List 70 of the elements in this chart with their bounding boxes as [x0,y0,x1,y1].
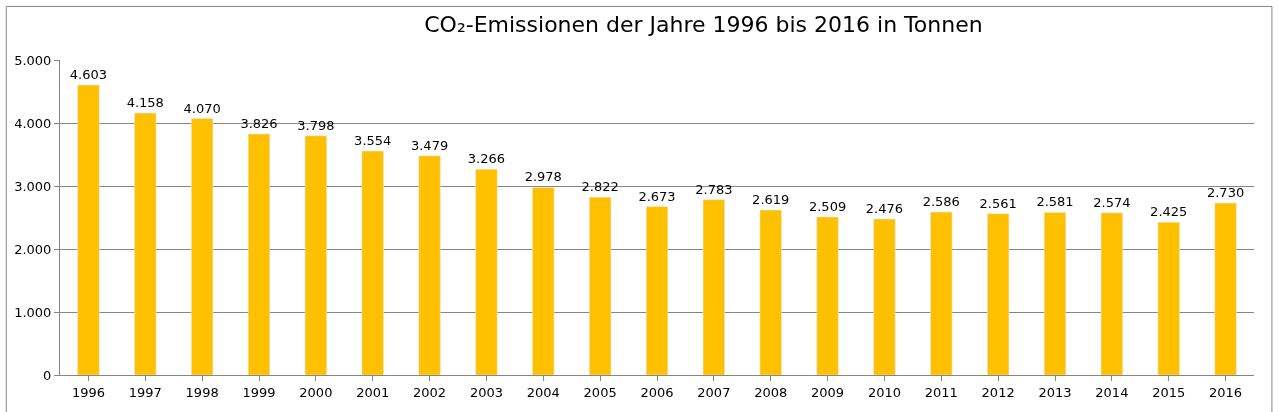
data-label: 2.476 [865,201,904,217]
data-label: 2.978 [524,169,562,185]
x-tick-label: 2001 [356,384,390,400]
data-label: 2.586 [922,194,960,210]
bar [1043,212,1067,375]
bar [759,209,782,375]
bar [247,133,271,375]
x-tick-label: 2003 [469,384,503,400]
x-tick-label: 2005 [583,384,617,400]
x-tick-label: 1996 [71,384,105,400]
bar [191,118,214,375]
y-tick-label: 4.000 [14,115,52,131]
bar [1214,202,1237,375]
data-label: 2.673 [638,188,676,204]
bar [873,218,896,375]
bar [532,187,555,375]
data-label: 3.798 [297,117,335,133]
x-tick-label: 2004 [526,384,560,400]
data-label: 4.070 [183,100,221,116]
x-tick-label: 1999 [242,384,276,400]
x-tick-label: 2016 [1209,384,1243,400]
x-tick-label: 1998 [185,384,219,400]
bar [361,150,384,375]
data-label: 2.561 [979,195,1017,211]
data-label: 2.425 [1150,204,1188,220]
x-tick-label: 2000 [299,384,333,400]
x-tick-label: 2013 [1038,384,1072,400]
x-tick-label: 2012 [981,384,1015,400]
data-label: 3.826 [240,115,278,131]
bar [645,206,669,375]
bar [702,199,725,375]
data-label: 3.554 [354,133,392,149]
bar [77,84,100,375]
bar [930,211,953,375]
x-tick-label: 2006 [640,384,674,400]
data-label: 2.619 [752,192,790,207]
chart-title: CO₂-Emissionen der Jahre 1996 bis 2016 in Tonnen [424,11,983,37]
y-tick-label: 3.000 [14,178,52,194]
x-tick-label: 2011 [924,384,958,400]
x-tick-label: 1997 [128,384,162,400]
bar [816,216,839,375]
bar [134,112,157,375]
data-label: 4.158 [126,95,164,111]
x-tick-label: 2015 [1152,384,1186,400]
x-tick-label: 2008 [754,384,788,400]
data-label: 2.509 [808,198,847,214]
x-tick-label: 2009 [811,384,845,400]
data-label: 3.266 [467,151,506,167]
data-label: 2.581 [1036,194,1074,210]
y-tick-label: 0 [43,367,52,383]
bar [304,135,327,375]
data-label: 2.783 [695,181,733,197]
x-tick-label: 2002 [413,384,447,400]
bar [987,213,1010,375]
y-tick-label: 2.000 [14,241,52,257]
x-tick-label: 2007 [697,384,731,400]
bar [1100,212,1123,375]
bar [1157,221,1180,375]
y-tick-label: 5.000 [14,52,52,68]
x-tick-label: 2014 [1095,384,1129,400]
y-tick-label: 1.000 [14,304,52,320]
data-label: 4.603 [69,67,108,83]
data-label: 2.822 [581,179,619,195]
bar [475,168,498,375]
data-label: 3.479 [410,137,449,153]
bar [589,196,612,375]
x-tick-label: 2010 [867,384,901,400]
data-label: 2.574 [1093,194,1131,210]
bar [418,155,441,375]
data-label: 2.730 [1206,185,1245,201]
